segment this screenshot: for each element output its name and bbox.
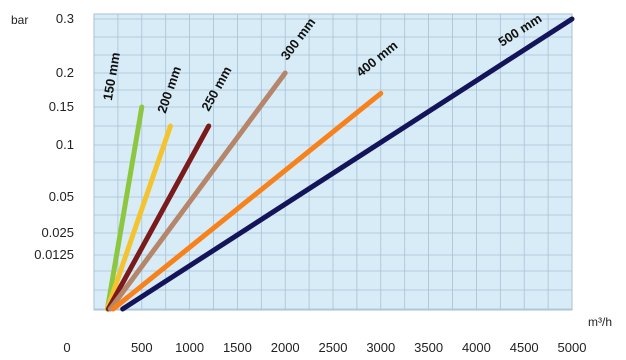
x-tick-label: 3000: [366, 340, 395, 355]
x-tick-label: 3500: [414, 340, 443, 355]
x-tick-label: 2500: [319, 340, 348, 355]
series-line: [104, 123, 173, 312]
horizontal-gridlines: [93, 13, 573, 311]
y-tick-labels: 0.3 0.2 0.15 0.1 0.05 0.025 0.0125: [34, 11, 74, 262]
x-tick-label: 1000: [175, 340, 204, 355]
series-line: [120, 16, 575, 312]
y-tick-label: 0.2: [56, 65, 74, 80]
y-tick-label: 0.15: [49, 99, 74, 114]
y-tick-label: 0.025: [41, 225, 74, 240]
series-lines: [104, 16, 575, 312]
series-line: [105, 123, 212, 312]
x-unit-label: m³/h: [588, 315, 612, 329]
x-tick-label: 5000: [558, 340, 587, 355]
plot-border: [93, 13, 573, 311]
x-tick-label: 4000: [462, 340, 491, 355]
x-tick-label: 1500: [223, 340, 252, 355]
y-tick-label: 0.0125: [34, 247, 74, 262]
x-tick-label: 4500: [510, 340, 539, 355]
y-tick-label: 0.05: [49, 189, 74, 204]
series-line: [107, 70, 288, 312]
x-tick-label: 500: [131, 340, 153, 355]
series-line: [110, 90, 384, 312]
y-unit-label: bar: [11, 13, 28, 27]
x-tick-labels: 0 500 1000 1500 2000 2500 3000 3500 4000 4500 5000: [63, 340, 586, 355]
x-tick-label: 2000: [271, 340, 300, 355]
y-tick-label: 0.1: [56, 137, 74, 152]
y-tick-label: 0.3: [56, 11, 74, 26]
x-tick-label: 0: [63, 340, 70, 355]
series-line: [104, 104, 145, 312]
